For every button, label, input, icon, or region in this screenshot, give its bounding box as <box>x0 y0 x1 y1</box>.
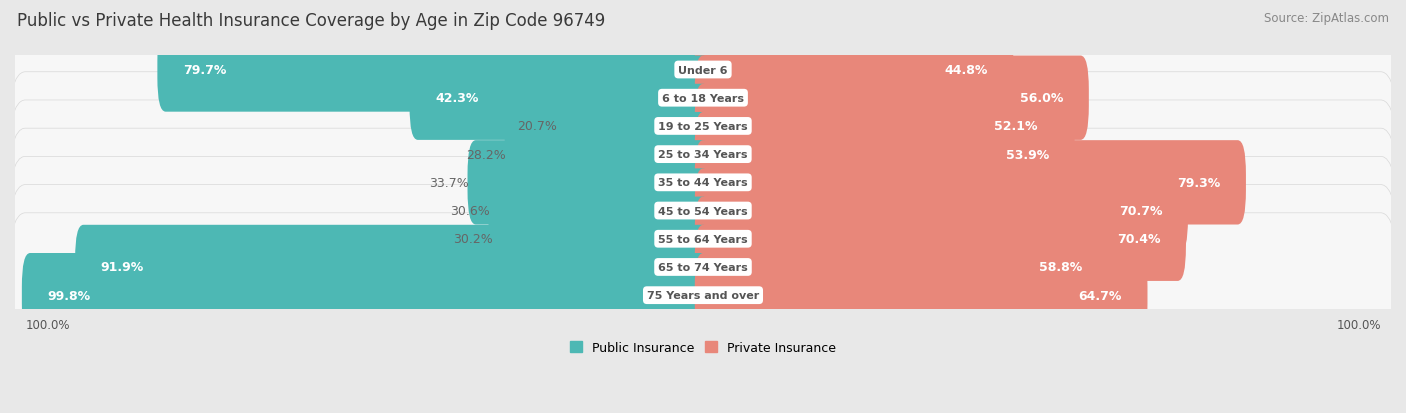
Text: 53.9%: 53.9% <box>1005 148 1049 161</box>
FancyBboxPatch shape <box>695 28 1014 112</box>
Text: 70.7%: 70.7% <box>1119 204 1163 218</box>
Text: 79.3%: 79.3% <box>1177 176 1220 190</box>
FancyBboxPatch shape <box>8 129 1398 293</box>
Text: Under 6: Under 6 <box>678 65 728 75</box>
Text: 44.8%: 44.8% <box>945 64 988 77</box>
FancyBboxPatch shape <box>6 100 1400 265</box>
Text: 20.7%: 20.7% <box>516 120 557 133</box>
Text: 25 to 34 Years: 25 to 34 Years <box>658 150 748 160</box>
Text: Public vs Private Health Insurance Coverage by Age in Zip Code 96749: Public vs Private Health Insurance Cover… <box>17 12 605 30</box>
Text: 75 Years and over: 75 Years and over <box>647 290 759 300</box>
FancyBboxPatch shape <box>6 16 1400 181</box>
Text: 58.8%: 58.8% <box>1039 261 1083 274</box>
FancyBboxPatch shape <box>468 141 711 225</box>
FancyBboxPatch shape <box>8 0 1398 152</box>
FancyBboxPatch shape <box>8 185 1398 349</box>
Text: 42.3%: 42.3% <box>434 92 478 105</box>
FancyBboxPatch shape <box>695 85 1063 169</box>
FancyBboxPatch shape <box>6 128 1400 294</box>
FancyBboxPatch shape <box>695 254 1147 337</box>
Text: 19 to 25 Years: 19 to 25 Years <box>658 121 748 132</box>
FancyBboxPatch shape <box>695 225 1108 309</box>
Text: 100.0%: 100.0% <box>1336 318 1381 332</box>
Text: 79.7%: 79.7% <box>183 64 226 77</box>
FancyBboxPatch shape <box>8 16 1398 180</box>
FancyBboxPatch shape <box>695 113 1074 197</box>
FancyBboxPatch shape <box>491 197 711 281</box>
Text: 52.1%: 52.1% <box>994 120 1038 133</box>
FancyBboxPatch shape <box>695 197 1185 281</box>
Text: 56.0%: 56.0% <box>1019 92 1063 105</box>
FancyBboxPatch shape <box>488 169 711 253</box>
FancyBboxPatch shape <box>8 157 1398 321</box>
FancyBboxPatch shape <box>6 72 1400 237</box>
Legend: Public Insurance, Private Insurance: Public Insurance, Private Insurance <box>565 336 841 359</box>
Text: 28.2%: 28.2% <box>467 148 506 161</box>
FancyBboxPatch shape <box>6 0 1400 153</box>
FancyBboxPatch shape <box>505 113 711 197</box>
Text: 30.6%: 30.6% <box>450 204 489 218</box>
FancyBboxPatch shape <box>695 57 1088 140</box>
FancyBboxPatch shape <box>157 28 711 112</box>
Text: 55 to 64 Years: 55 to 64 Years <box>658 234 748 244</box>
FancyBboxPatch shape <box>409 57 711 140</box>
Text: 33.7%: 33.7% <box>429 176 470 190</box>
Text: 45 to 54 Years: 45 to 54 Years <box>658 206 748 216</box>
FancyBboxPatch shape <box>6 213 1400 378</box>
Text: 6 to 18 Years: 6 to 18 Years <box>662 93 744 104</box>
FancyBboxPatch shape <box>8 213 1398 377</box>
Text: 30.2%: 30.2% <box>453 233 492 246</box>
FancyBboxPatch shape <box>75 225 711 309</box>
Text: 64.7%: 64.7% <box>1078 289 1122 302</box>
FancyBboxPatch shape <box>6 157 1400 322</box>
Text: 35 to 44 Years: 35 to 44 Years <box>658 178 748 188</box>
FancyBboxPatch shape <box>8 101 1398 265</box>
FancyBboxPatch shape <box>6 185 1400 350</box>
Text: 65 to 74 Years: 65 to 74 Years <box>658 262 748 272</box>
FancyBboxPatch shape <box>8 73 1398 237</box>
FancyBboxPatch shape <box>695 169 1188 253</box>
FancyBboxPatch shape <box>695 141 1246 225</box>
FancyBboxPatch shape <box>8 45 1398 209</box>
Text: 70.4%: 70.4% <box>1116 233 1160 246</box>
FancyBboxPatch shape <box>555 85 711 169</box>
Text: Source: ZipAtlas.com: Source: ZipAtlas.com <box>1264 12 1389 25</box>
Text: 100.0%: 100.0% <box>25 318 70 332</box>
Text: 99.8%: 99.8% <box>48 289 90 302</box>
Text: 91.9%: 91.9% <box>101 261 143 274</box>
FancyBboxPatch shape <box>22 254 711 337</box>
FancyBboxPatch shape <box>6 44 1400 209</box>
